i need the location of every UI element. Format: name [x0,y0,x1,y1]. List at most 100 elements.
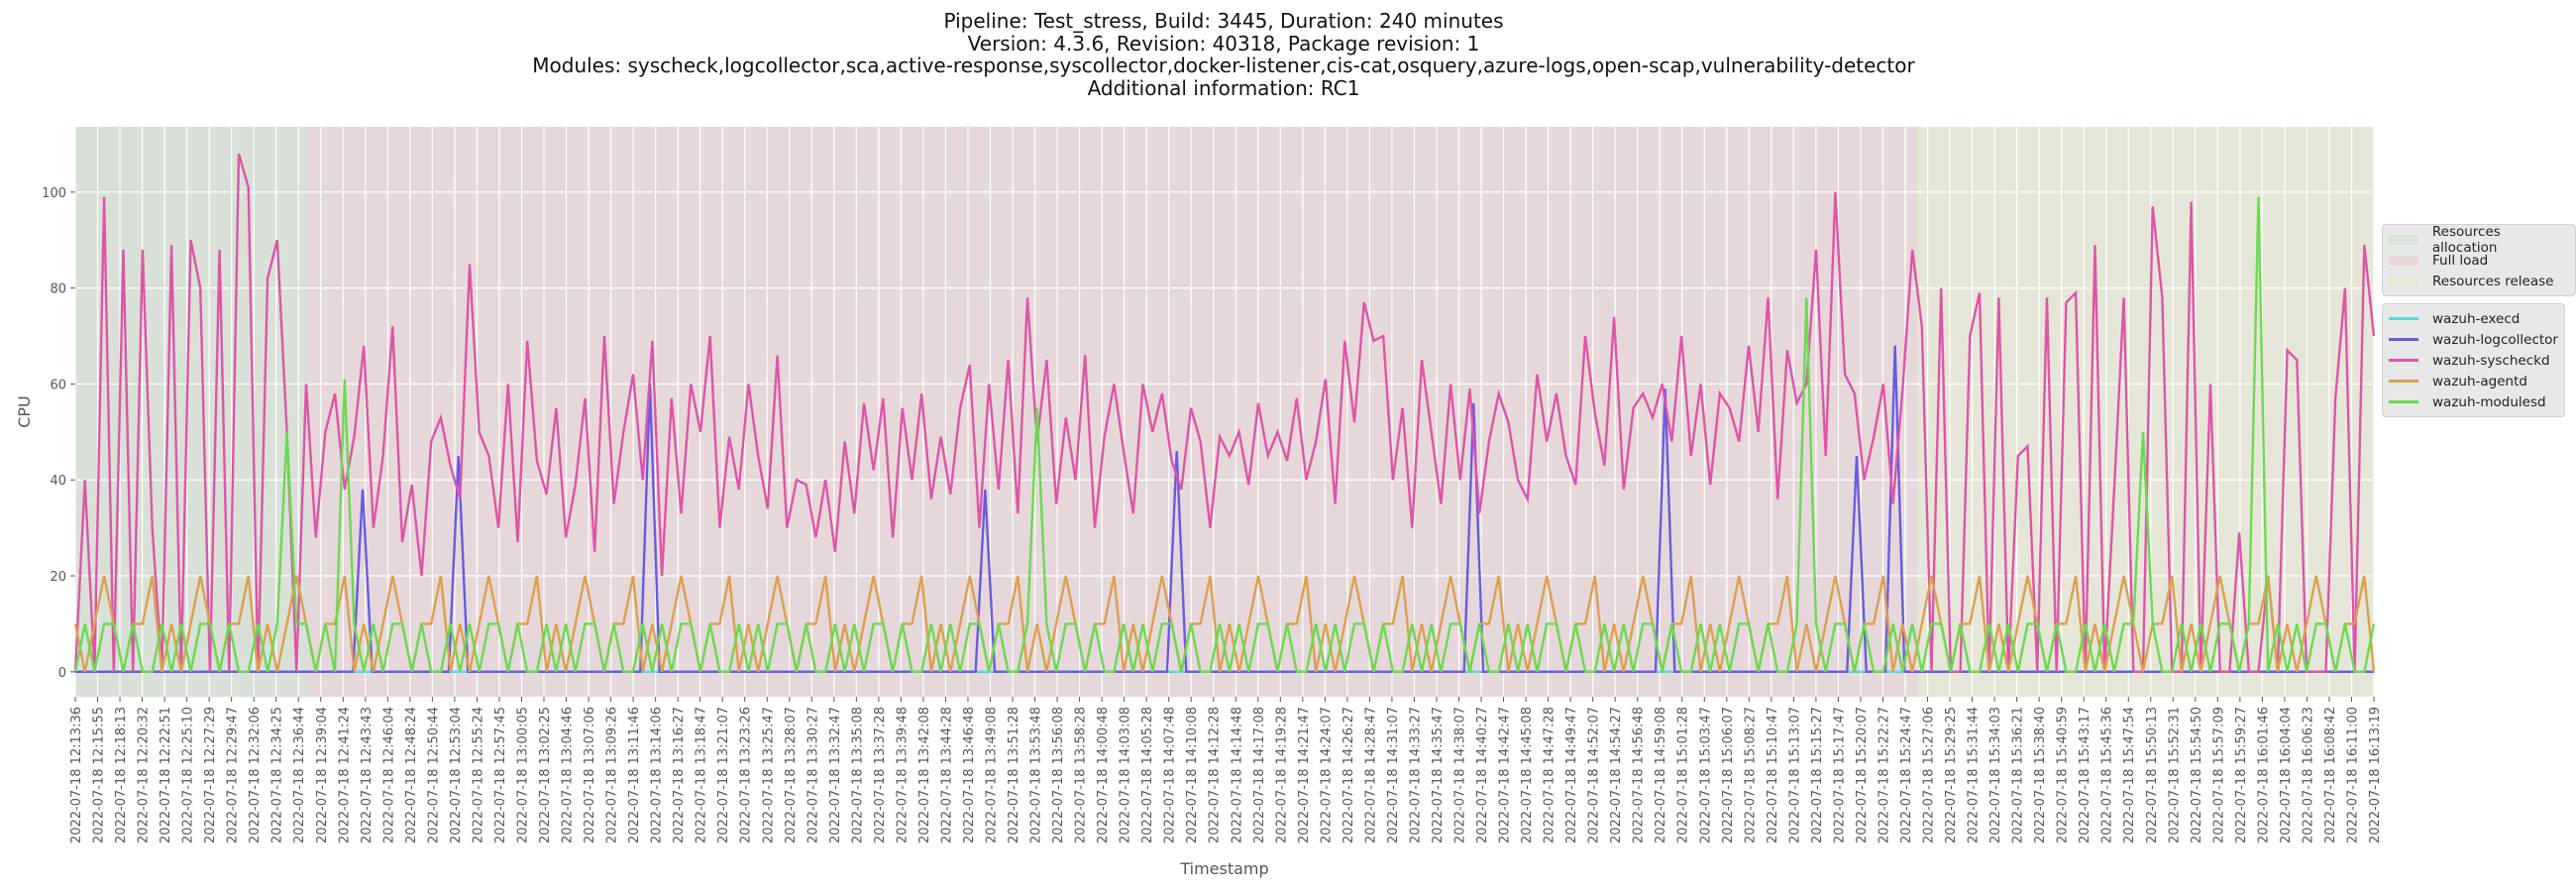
x-tick-label: 2022-07-18 12:15:55 [92,707,107,843]
x-tick-label: 2022-07-18 15:36:21 [2011,707,2026,843]
x-tick-label: 2022-07-18 12:34:25 [270,707,285,843]
legend-item-agentd: wazuh-agentd [2389,371,2558,391]
x-tick-label: 2022-07-18 15:10:47 [1766,707,1780,843]
legend-label: wazuh-syscheckd [2432,352,2550,369]
x-tick-label: 2022-07-18 13:30:27 [805,707,820,843]
x-tick-label: 2022-07-18 12:57:45 [493,707,508,843]
x-tick-label: 2022-07-18 13:49:08 [984,707,999,843]
legend-label: wazuh-agentd [2432,373,2527,390]
x-tick-label: 2022-07-18 16:11:00 [2345,707,2360,843]
x-tick-label: 2022-07-18 14:17:08 [1252,707,1267,843]
chart-title: Pipeline: Test_stress, Build: 3445, Dura… [0,10,2447,99]
x-tick-label: 2022-07-18 14:10:08 [1185,707,1200,843]
x-tick-label: 2022-07-18 15:34:03 [1988,707,2003,843]
x-tick-label: 2022-07-18 15:59:27 [2234,707,2249,843]
legend-item-execd: wazuh-execd [2389,308,2558,329]
x-tick-label: 2022-07-18 12:27:29 [203,707,218,843]
legend-swatch [2389,234,2418,245]
x-tick-label: 2022-07-18 15:43:17 [2078,707,2093,843]
x-tick-label: 2022-07-18 14:52:07 [1587,707,1602,843]
legend-item-modulesd: wazuh-modulesd [2389,391,2558,412]
y-tick-label: 60 [50,378,66,392]
x-tick-label: 2022-07-18 14:05:28 [1140,707,1155,843]
legend-item-logcollector: wazuh-logcollector [2389,329,2558,350]
legend-item-full-load: Full load [2389,250,2569,271]
x-tick-label: 2022-07-18 15:13:07 [1787,707,1802,843]
legend-item-syscheckd: wazuh-syscheckd [2389,350,2558,371]
legend-label: Resources allocation [2431,223,2501,256]
series-line-wazuh-modulesd [73,196,2376,673]
x-tick-label: 2022-07-18 13:23:26 [739,707,754,843]
legend-label: wazuh-execd [2432,310,2521,327]
x-tick-label: 2022-07-18 15:24:47 [1899,707,1914,843]
x-tick-label: 2022-07-18 13:44:28 [939,707,954,843]
x-tick-label: 2022-07-18 15:52:31 [2167,707,2182,843]
legend-label: wazuh-logcollector [2432,331,2558,348]
legend-line [2389,380,2418,383]
legend-line [2389,359,2418,362]
x-tick-label: 2022-07-18 12:32:06 [248,707,263,843]
x-tick-label: 2022-07-18 13:42:08 [917,707,932,843]
x-tick-label: 2022-07-18 13:25:47 [761,707,776,843]
x-axis-label: Timestamp [1179,859,1268,878]
x-tick-label: 2022-07-18 13:00:05 [515,707,530,843]
x-tick-label: 2022-07-18 12:48:24 [404,707,419,843]
x-tick-label: 2022-07-18 15:50:13 [2145,707,2160,843]
x-tick-label: 2022-07-18 13:07:06 [583,707,597,843]
x-tick-label: 2022-07-18 14:56:48 [1632,707,1647,843]
x-tick-label: 2022-07-18 14:31:07 [1386,707,1401,843]
legend-item-allocation: Resources allocation [2389,224,2569,256]
x-tick-label: 2022-07-18 12:18:13 [114,707,129,843]
x-tick-label: 2022-07-18 15:06:07 [1721,707,1736,843]
x-tick-label: 2022-07-18 15:20:07 [1855,707,1870,843]
legend-item-release: Resources release [2389,271,2569,291]
x-tick-label: 2022-07-18 14:47:28 [1543,707,1557,843]
x-tick-label: 2022-07-18 14:07:48 [1163,707,1178,843]
x-tick-label: 2022-07-18 15:03:47 [1698,707,1713,843]
x-tick-label: 2022-07-18 13:14:06 [650,707,665,843]
x-tick-label: 2022-07-18 14:42:47 [1498,707,1513,843]
x-tick-label: 2022-07-18 14:35:47 [1431,707,1446,843]
y-tick-label: 40 [50,474,66,489]
x-tick-label: 2022-07-18 13:11:46 [627,707,642,843]
x-tick-label: 2022-07-18 12:22:51 [159,707,173,843]
x-tick-label: 2022-07-18 12:41:24 [337,707,352,843]
y-tick-label: 0 [58,666,66,681]
legend-swatch [2389,276,2418,286]
x-tick-label: 2022-07-18 12:25:10 [181,707,196,843]
x-tick-label: 2022-07-18 15:31:44 [1967,707,1982,843]
x-tick-label: 2022-07-18 15:15:27 [1810,707,1825,843]
x-tick-label: 2022-07-18 13:35:08 [850,707,865,843]
x-tick-label: 2022-07-18 12:46:04 [381,707,396,843]
x-tick-label: 2022-07-18 15:29:25 [1944,707,1959,843]
legend-label: Resources release [2432,273,2554,289]
span-resources-allocation [75,127,308,697]
legend-swatch [2389,255,2418,266]
x-tick-label: 2022-07-18 13:28:07 [784,707,799,843]
x-tick-label: 2022-07-18 14:49:47 [1564,707,1579,843]
x-tick-label: 2022-07-18 12:20:32 [137,707,152,843]
x-tick-label: 2022-07-18 13:46:48 [962,707,977,843]
series-legend: wazuh-execd wazuh-logcollector wazuh-sys… [2382,303,2565,417]
x-tick-label: 2022-07-18 13:56:08 [1051,707,1066,843]
x-tick-label: 2022-07-18 12:53:04 [449,707,464,843]
x-tick-label: 2022-07-18 15:54:50 [2190,707,2204,843]
series-line-wazuh-logcollector [75,345,2374,673]
series-line-wazuh-syscheckd [73,153,2376,673]
x-tick-label: 2022-07-18 14:24:07 [1319,707,1334,843]
x-tick-label: 2022-07-18 15:57:09 [2211,707,2226,843]
x-tick-label: 2022-07-18 14:54:27 [1609,707,1624,843]
legend-label: Full load [2432,252,2489,269]
x-tick-label: 2022-07-18 14:14:48 [1230,707,1244,843]
x-tick-label: 2022-07-18 16:04:04 [2279,707,2294,843]
x-tick-label: 2022-07-18 14:00:48 [1096,707,1111,843]
x-tick-label: 2022-07-18 14:03:08 [1119,707,1133,843]
x-tick-label: 2022-07-18 15:01:28 [1676,707,1691,843]
x-tick-label: 2022-07-18 14:26:27 [1342,707,1356,843]
x-tick-label: 2022-07-18 14:40:27 [1475,707,1490,843]
x-tick-label: 2022-07-18 12:29:47 [226,707,241,843]
x-tick-label: 2022-07-18 14:59:08 [1654,707,1668,843]
x-tick-label: 2022-07-18 15:22:27 [1877,707,1891,843]
x-tick-label: 2022-07-18 13:58:28 [1074,707,1089,843]
